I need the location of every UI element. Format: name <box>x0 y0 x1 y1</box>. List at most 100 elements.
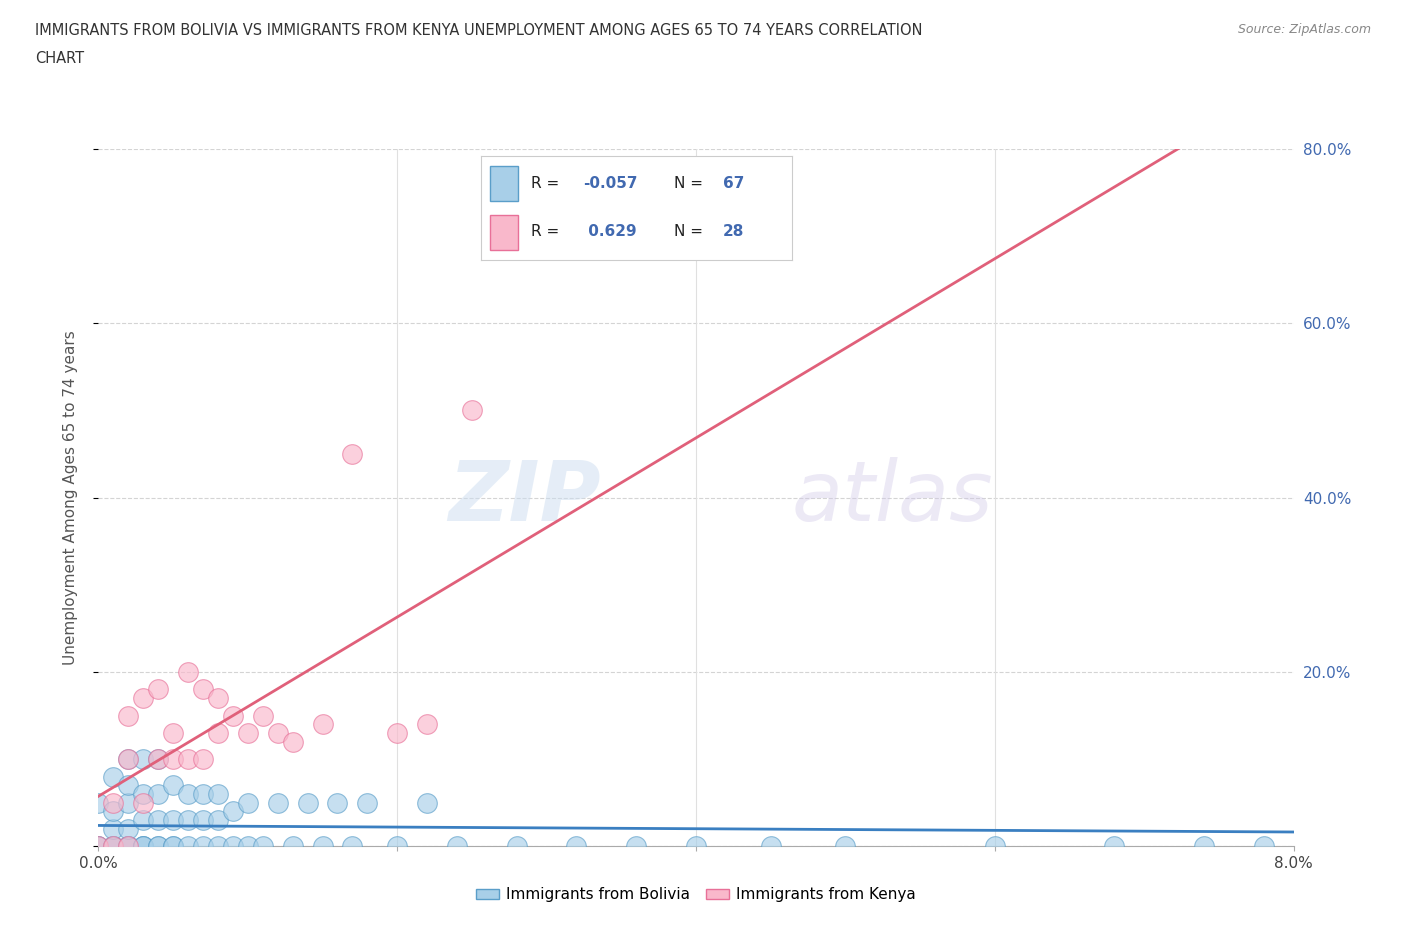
Point <box>87 839 110 854</box>
Point <box>177 665 200 680</box>
Point <box>342 839 364 854</box>
Point <box>222 839 245 854</box>
Point <box>117 751 139 766</box>
Point <box>191 813 214 828</box>
Text: Source: ZipAtlas.com: Source: ZipAtlas.com <box>1237 23 1371 36</box>
Point <box>222 708 245 723</box>
Point <box>177 813 200 828</box>
Point <box>132 839 155 854</box>
Point <box>117 839 139 854</box>
Point <box>103 804 125 819</box>
Point <box>281 735 304 750</box>
Point <box>103 821 125 836</box>
Point <box>103 795 125 810</box>
Text: IMMIGRANTS FROM BOLIVIA VS IMMIGRANTS FROM KENYA UNEMPLOYMENT AMONG AGES 65 TO 7: IMMIGRANTS FROM BOLIVIA VS IMMIGRANTS FR… <box>35 23 922 38</box>
Point <box>132 839 155 854</box>
Point <box>148 787 170 802</box>
Point <box>461 403 484 418</box>
Point <box>983 839 1005 854</box>
Point <box>103 769 125 784</box>
Point <box>416 795 439 810</box>
Point <box>207 813 229 828</box>
Point <box>132 839 155 854</box>
Point <box>624 839 647 854</box>
Point <box>1253 839 1275 854</box>
Point <box>162 725 184 740</box>
Point <box>191 839 214 854</box>
Point <box>834 839 856 854</box>
Point <box>326 795 349 810</box>
Point <box>117 839 139 854</box>
Text: ZIP: ZIP <box>447 457 600 538</box>
Point <box>685 839 707 854</box>
Point <box>177 787 200 802</box>
Point <box>506 839 529 854</box>
Point <box>132 813 155 828</box>
Point <box>565 839 588 854</box>
Point <box>148 682 170 697</box>
Text: atlas: atlas <box>792 457 993 538</box>
Point <box>103 839 125 854</box>
Point <box>207 787 229 802</box>
Point <box>191 751 214 766</box>
Point <box>87 839 110 854</box>
Point <box>117 821 139 836</box>
Point <box>236 839 259 854</box>
Point <box>191 682 214 697</box>
Point <box>252 708 274 723</box>
Point <box>148 751 170 766</box>
Legend: Immigrants from Bolivia, Immigrants from Kenya: Immigrants from Bolivia, Immigrants from… <box>470 882 922 909</box>
Point <box>356 795 378 810</box>
Point <box>117 708 139 723</box>
Point <box>177 751 200 766</box>
Point <box>311 717 333 732</box>
Point <box>103 839 125 854</box>
Point <box>342 446 364 461</box>
Point <box>311 839 333 854</box>
Point <box>103 839 125 854</box>
Point <box>132 751 155 766</box>
Point <box>148 839 170 854</box>
Point <box>132 795 155 810</box>
Point <box>267 795 290 810</box>
Point <box>191 787 214 802</box>
Point <box>385 839 409 854</box>
Text: CHART: CHART <box>35 51 84 66</box>
Point <box>117 777 139 792</box>
Point <box>236 795 259 810</box>
Point <box>162 839 184 854</box>
Point <box>1192 839 1215 854</box>
Point <box>87 839 110 854</box>
Point <box>162 777 184 792</box>
Point <box>148 751 170 766</box>
Point <box>148 839 170 854</box>
Point <box>162 751 184 766</box>
Point <box>267 725 290 740</box>
Point <box>446 839 468 854</box>
Point <box>87 795 110 810</box>
Point <box>236 725 259 740</box>
Point <box>177 839 200 854</box>
Point <box>148 813 170 828</box>
Point <box>207 839 229 854</box>
Point <box>759 839 782 854</box>
Point <box>117 839 139 854</box>
Point <box>416 717 439 732</box>
Point <box>117 839 139 854</box>
Point <box>117 751 139 766</box>
Point <box>252 839 274 854</box>
Point <box>222 804 245 819</box>
Point <box>162 813 184 828</box>
Point <box>281 839 304 854</box>
Point <box>162 839 184 854</box>
Point <box>207 691 229 706</box>
Point <box>103 839 125 854</box>
Point <box>103 839 125 854</box>
Point <box>385 725 409 740</box>
Point <box>132 691 155 706</box>
Point <box>117 839 139 854</box>
Point <box>297 795 319 810</box>
Point <box>1102 839 1125 854</box>
Point <box>207 725 229 740</box>
Point <box>117 795 139 810</box>
